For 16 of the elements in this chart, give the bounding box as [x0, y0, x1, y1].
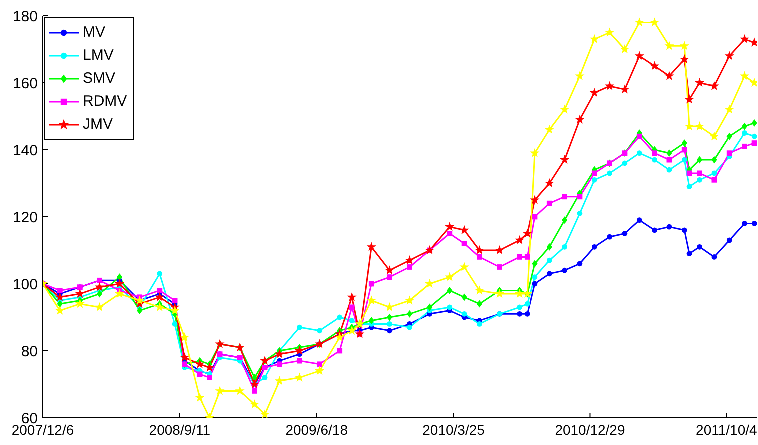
y-tick-label: 100 — [12, 276, 38, 294]
x-tick-label: 2009/6/18 — [286, 422, 348, 438]
y-tick-label: 180 — [12, 8, 38, 26]
legend-label: LMV — [83, 47, 114, 64]
y-tick-label: 80 — [21, 343, 38, 360]
legend-label: MV — [83, 24, 106, 41]
legend-label: JMV — [83, 116, 113, 133]
x-tick-label: 2010/12/29 — [555, 422, 626, 438]
legend-label: SMV — [83, 70, 116, 87]
y-tick-label: 140 — [12, 142, 38, 160]
x-tick-label: 2010/3/25 — [422, 422, 486, 438]
y-tick-label: 120 — [12, 209, 38, 226]
legend-label: RDMV — [83, 93, 128, 110]
x-tick-label: 2011/10/4 — [696, 422, 758, 438]
y-tick-label: 160 — [12, 75, 38, 92]
x-tick-label: 2008/9/11 — [149, 422, 211, 438]
